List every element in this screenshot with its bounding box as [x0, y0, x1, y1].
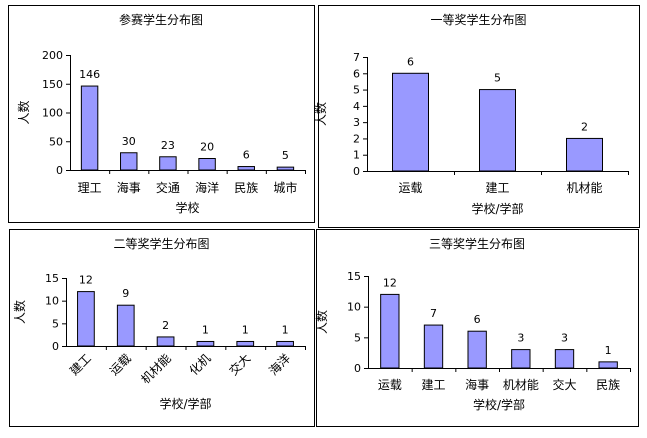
y-tick-label: 100 [42, 107, 63, 120]
bar-机材能 [566, 137, 603, 172]
y-tick-label: 2 [353, 132, 360, 145]
bar-建工 [479, 89, 516, 172]
chart-panel-4: 三等奖学生分布图 0 5 10 15 人数 12 运载 7 建工 6 海事 3 机材能 3 交大 1 民族学校/学… [314, 229, 639, 427]
y-tick-label: 0 [354, 362, 361, 375]
x-tick-label: 机材能 [566, 181, 602, 195]
y-tick-label: 4 [353, 100, 360, 113]
x-axis-label: 学校/学部 [471, 201, 523, 216]
bar-机材能 [156, 336, 175, 347]
bar-运载 [116, 304, 135, 347]
x-tick-label: 理工 [78, 181, 102, 195]
y-tick-label: 0 [353, 165, 360, 178]
x-tick-label: 海事 [117, 180, 141, 195]
x-tick-label: 运载 [398, 181, 422, 195]
x-tick-label: 民族 [596, 378, 620, 392]
y-tick-label: 5 [353, 84, 360, 97]
bar-民族 [237, 166, 255, 171]
bar-机材能 [511, 349, 531, 369]
chart-title: 二等奖学生分布图 [113, 236, 209, 251]
data-label: 2 [162, 319, 169, 332]
y-tick-label: 0 [56, 164, 63, 177]
data-label: 1 [242, 323, 249, 336]
y-tick-label: 15 [347, 270, 361, 283]
y-axis-label: 人数 [313, 102, 328, 126]
bar-运载 [380, 293, 400, 369]
y-tick-label: 10 [45, 295, 59, 308]
y-axis-label: 人数 [314, 310, 329, 334]
y-tick-label: 7 [353, 51, 360, 64]
y-tick-label: 200 [42, 49, 63, 62]
bar-交通 [159, 156, 177, 171]
chart-title: 参赛学生分布图 [119, 12, 203, 27]
y-tick-label: 5 [52, 317, 59, 330]
bar-民族 [598, 361, 618, 369]
bar-城市 [276, 166, 295, 171]
bar-交大 [236, 340, 255, 347]
bar-海事 [467, 330, 487, 369]
data-label: 20 [200, 141, 214, 154]
chart-border [8, 5, 315, 223]
chart-title: 一等奖学生分布图 [430, 12, 526, 27]
x-tick-label: 交通 [156, 180, 180, 195]
data-label: 5 [282, 149, 289, 162]
bar-化机 [196, 340, 215, 347]
x-tick-label: 机材能 [503, 378, 539, 392]
bar-理工 [80, 85, 99, 171]
y-tick-label: 10 [347, 301, 361, 314]
data-label: 6 [243, 149, 250, 162]
data-label: 1 [605, 344, 612, 357]
y-tick-label: 6 [353, 67, 360, 80]
y-axis-label: 人数 [16, 100, 31, 124]
x-tick-label: 建工 [421, 378, 445, 392]
bar-海事 [120, 152, 138, 171]
x-tick-label: 海洋 [195, 180, 219, 195]
data-label: 30 [122, 135, 136, 148]
y-tick-label: 5 [354, 331, 361, 344]
y-axis-label: 人数 [12, 300, 27, 324]
x-tick-label: 运载 [378, 378, 402, 392]
bar-运载 [392, 72, 429, 172]
data-label: 146 [79, 68, 100, 81]
x-axis-label: 学校/学部 [473, 397, 525, 412]
x-axis-label: 学校/学部 [159, 396, 211, 411]
bar-交大 [554, 349, 575, 369]
chart-panel-3: 二等奖学生分布图051015人数12建工9运载2机材能1化机1交大1海洋学校/学… [9, 229, 315, 427]
x-tick-label: 城市 [273, 180, 297, 195]
y-tick-label: 1 [353, 149, 360, 162]
y-tick-label: 150 [42, 78, 63, 91]
bar-建工 [77, 291, 95, 347]
chart-border [9, 229, 315, 427]
data-label: 1 [202, 323, 209, 336]
data-label: 1 [282, 323, 289, 336]
bar-建工 [423, 324, 444, 369]
data-label: 6 [474, 313, 481, 326]
data-label: 7 [430, 307, 437, 320]
y-tick-label: 3 [353, 116, 360, 129]
data-label: 12 [79, 274, 93, 287]
chart-border [316, 229, 639, 427]
x-tick-label: 建工 [485, 181, 509, 195]
data-label: 3 [561, 332, 568, 345]
data-label: 9 [122, 287, 129, 300]
y-tick-label: 15 [45, 272, 59, 285]
data-label: 23 [161, 139, 175, 152]
data-label: 5 [494, 72, 501, 85]
data-label: 6 [407, 55, 414, 68]
data-label: 3 [517, 332, 524, 345]
data-label: 2 [581, 120, 588, 133]
bar-海洋 [198, 158, 216, 171]
y-tick-label: 50 [49, 135, 63, 148]
y-tick-label: 0 [52, 340, 59, 353]
chart-title: 三等奖学生分布图 [429, 236, 525, 251]
x-tick-label: 民族 [234, 181, 258, 195]
data-label: 12 [383, 276, 397, 289]
chart-panel-1: 参赛学生分布图 0 50 100 150 200 人数 146 理工 30 海事 23 交通 20 海洋 6 民… [8, 5, 315, 223]
x-axis-label: 学校 [175, 200, 199, 215]
bar-海洋 [276, 340, 294, 347]
x-tick-label: 交大 [552, 377, 576, 392]
x-tick-label: 海事 [465, 377, 489, 392]
